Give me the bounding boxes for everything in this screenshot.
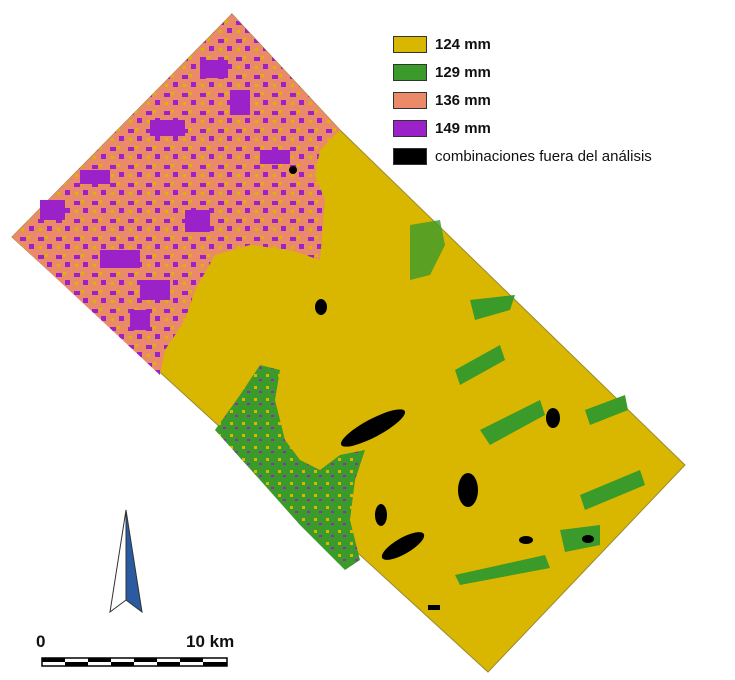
legend-item-129: 129 mm: [393, 58, 652, 86]
legend-label: 149 mm: [435, 119, 491, 137]
purple-patches: [40, 60, 290, 330]
region-136mm-149mm: [12, 14, 340, 375]
legend-label: 124 mm: [435, 35, 491, 53]
swatch-excluded-icon: [393, 147, 427, 165]
legend-label: combinaciones fuera del análisis: [435, 147, 652, 165]
legend-label: 136 mm: [435, 91, 491, 109]
scale-end-label: 10 km: [186, 632, 235, 651]
legend: 124 mm 129 mm 136 mm 149 mm combinacione…: [393, 30, 652, 170]
swatch-124-icon: [393, 35, 427, 53]
green-patches-129mm: [215, 220, 645, 585]
scale-bar: [41, 657, 228, 667]
swatch-136-icon: [393, 91, 427, 109]
legend-item-124: 124 mm: [393, 30, 652, 58]
swatch-149-icon: [393, 119, 427, 137]
legend-item-136: 136 mm: [393, 86, 652, 114]
legend-label: 129 mm: [435, 63, 491, 81]
north-arrow-icon: [109, 509, 143, 614]
swatch-129-icon: [393, 63, 427, 81]
legend-item-149: 149 mm: [393, 114, 652, 142]
scale-start-label: 0: [36, 632, 46, 651]
excluded-areas: [289, 166, 594, 610]
legend-item-excluded: combinaciones fuera del análisis: [393, 142, 652, 170]
